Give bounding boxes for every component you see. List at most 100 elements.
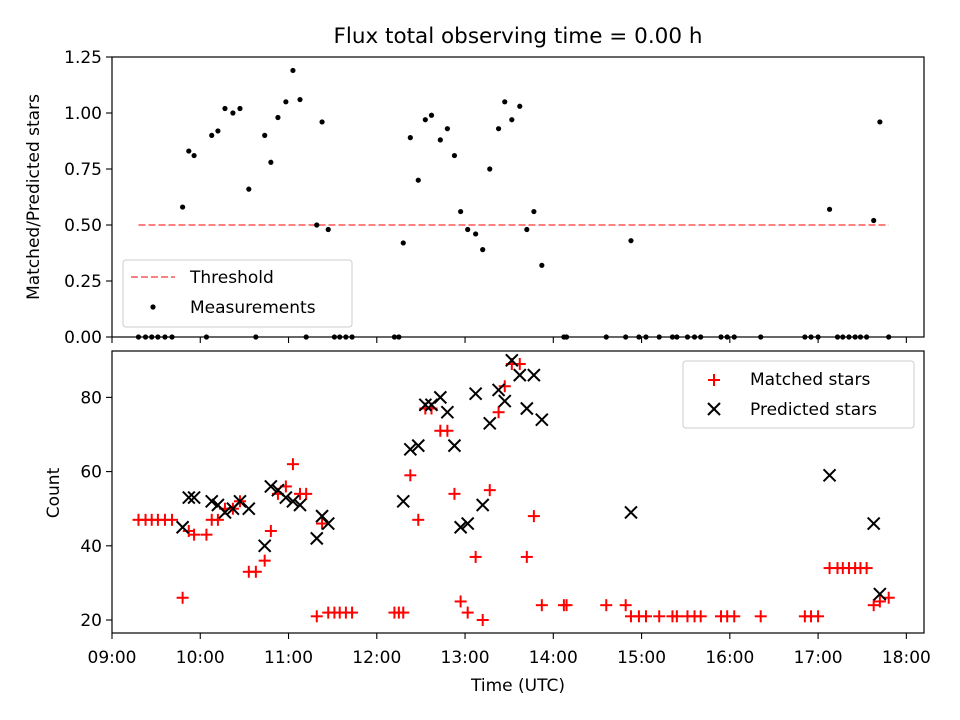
predicted-star-marker — [187, 490, 201, 505]
measurement-point — [290, 67, 296, 74]
bottom-grid-ticks: 20 40 60 80 09:00 10:00 11:00 12:00 13:00 14:00 15… — [80, 388, 930, 668]
predicted-star-marker — [257, 539, 272, 553]
predicted-star-marker — [520, 401, 534, 416]
measurement-point — [275, 114, 281, 121]
predicted-star-marker — [624, 505, 638, 520]
top-y-tick-label: 0.00 — [64, 328, 102, 348]
x-tick-label: 18:00 — [882, 648, 931, 668]
predicted-star-marker — [279, 490, 293, 505]
matched-star-marker — [404, 469, 417, 482]
measurement-point — [268, 159, 274, 165]
predicted-star-marker — [475, 498, 490, 512]
legend-predicted-label: Predicted stars — [750, 400, 877, 420]
matched-star-marker — [483, 484, 496, 497]
matched-star-marker — [200, 528, 213, 541]
matched-star-marker — [397, 606, 410, 619]
predicted-star-marker — [411, 438, 425, 453]
bottom-legend-box — [682, 360, 915, 429]
measurement-point — [628, 238, 634, 244]
measurement-point — [437, 137, 443, 143]
predicted-stars-series — [175, 353, 887, 601]
matched-star-marker — [448, 487, 461, 500]
measurement-point — [400, 240, 406, 246]
measurement-point — [531, 208, 537, 215]
measurement-point — [502, 99, 508, 105]
matched-star-marker — [527, 510, 540, 523]
matched-star-marker — [286, 458, 299, 471]
top-y-tick-label: 0.50 — [64, 216, 102, 236]
matched-star-marker — [476, 614, 489, 627]
predicted-star-marker — [310, 531, 324, 546]
matched-star-marker — [639, 610, 652, 623]
predicted-star-marker — [447, 438, 462, 453]
x-tick-label: 14:00 — [529, 648, 578, 668]
matched-star-marker — [412, 513, 425, 526]
measurement-point — [325, 226, 331, 233]
x-tick-label: 12:00 — [352, 648, 401, 668]
measurement-point — [314, 222, 320, 228]
matched-star-marker — [166, 513, 179, 526]
measurement-point — [487, 166, 493, 172]
predicted-star-marker — [535, 412, 549, 427]
chart-title: Flux total observing time = 0.00 h — [334, 24, 703, 49]
matched-star-marker — [258, 554, 271, 567]
measurement-point — [524, 226, 530, 233]
measurement-point — [539, 262, 545, 268]
measurement-point — [509, 117, 515, 123]
top-y-axis-label: Matched/Predicted stars — [24, 94, 44, 300]
measurement-point — [283, 99, 289, 105]
predicted-star-marker — [218, 505, 232, 520]
matched-star-marker — [812, 610, 825, 623]
measurement-point — [428, 112, 435, 118]
bottom-legend: Matched stars Predicted stars — [682, 360, 915, 429]
measurements-series — [135, 67, 892, 340]
matched-star-marker — [619, 599, 632, 612]
measurement-point — [222, 105, 228, 112]
x-tick-label: 17:00 — [794, 648, 843, 668]
measurement-point — [215, 128, 221, 134]
predicted-star-marker — [175, 520, 190, 534]
predicted-star-marker — [460, 516, 475, 531]
x-tick-label: 13:00 — [441, 648, 490, 668]
bottom-y-tick-label: 40 — [80, 537, 102, 557]
bottom-axes-frame — [111, 350, 925, 634]
matched-star-marker — [441, 424, 454, 437]
measurement-point — [209, 132, 215, 138]
predicted-star-marker — [513, 368, 527, 382]
legend-measurements-label: Measurements — [190, 298, 316, 318]
measurement-point — [230, 110, 236, 116]
predicted-star-marker — [205, 494, 219, 508]
x-tick-label: 15:00 — [617, 648, 666, 668]
measurement-point — [877, 119, 883, 125]
bottom-y-axis-label: Count — [44, 467, 64, 518]
predicted-star-marker — [498, 394, 512, 408]
top-panel: 0.00 0.25 0.50 0.75 1.00 1.25 Matched/Predict… — [24, 48, 925, 348]
matched-star-marker — [300, 487, 313, 500]
matched-star-marker — [469, 550, 482, 563]
top-y-tick-label: 0.75 — [64, 160, 102, 180]
matched-star-marker — [346, 606, 359, 619]
predicted-star-marker — [182, 490, 196, 505]
predicted-star-marker — [866, 516, 881, 531]
measurement-point — [826, 206, 833, 212]
matched-star-marker — [188, 528, 201, 541]
matched-star-marker — [873, 595, 886, 608]
matched-star-marker — [520, 550, 533, 563]
bottom-y-tick-label: 20 — [80, 611, 102, 631]
measurement-point — [191, 152, 197, 159]
top-legend-box — [122, 259, 353, 328]
predicted-star-marker — [293, 498, 307, 512]
matched-star-marker — [694, 610, 707, 623]
predicted-star-marker — [505, 353, 519, 367]
matched-star-marker — [754, 610, 767, 623]
predicted-star-marker — [822, 468, 837, 483]
predicted-star-marker — [453, 520, 468, 534]
matched-star-marker — [670, 610, 683, 623]
predicted-star-marker — [321, 516, 335, 531]
matched-star-marker — [211, 513, 224, 526]
bottom-y-tick-label: 80 — [80, 388, 102, 408]
legend-matched-label: Matched stars — [750, 370, 870, 390]
matched-star-marker — [310, 610, 323, 623]
